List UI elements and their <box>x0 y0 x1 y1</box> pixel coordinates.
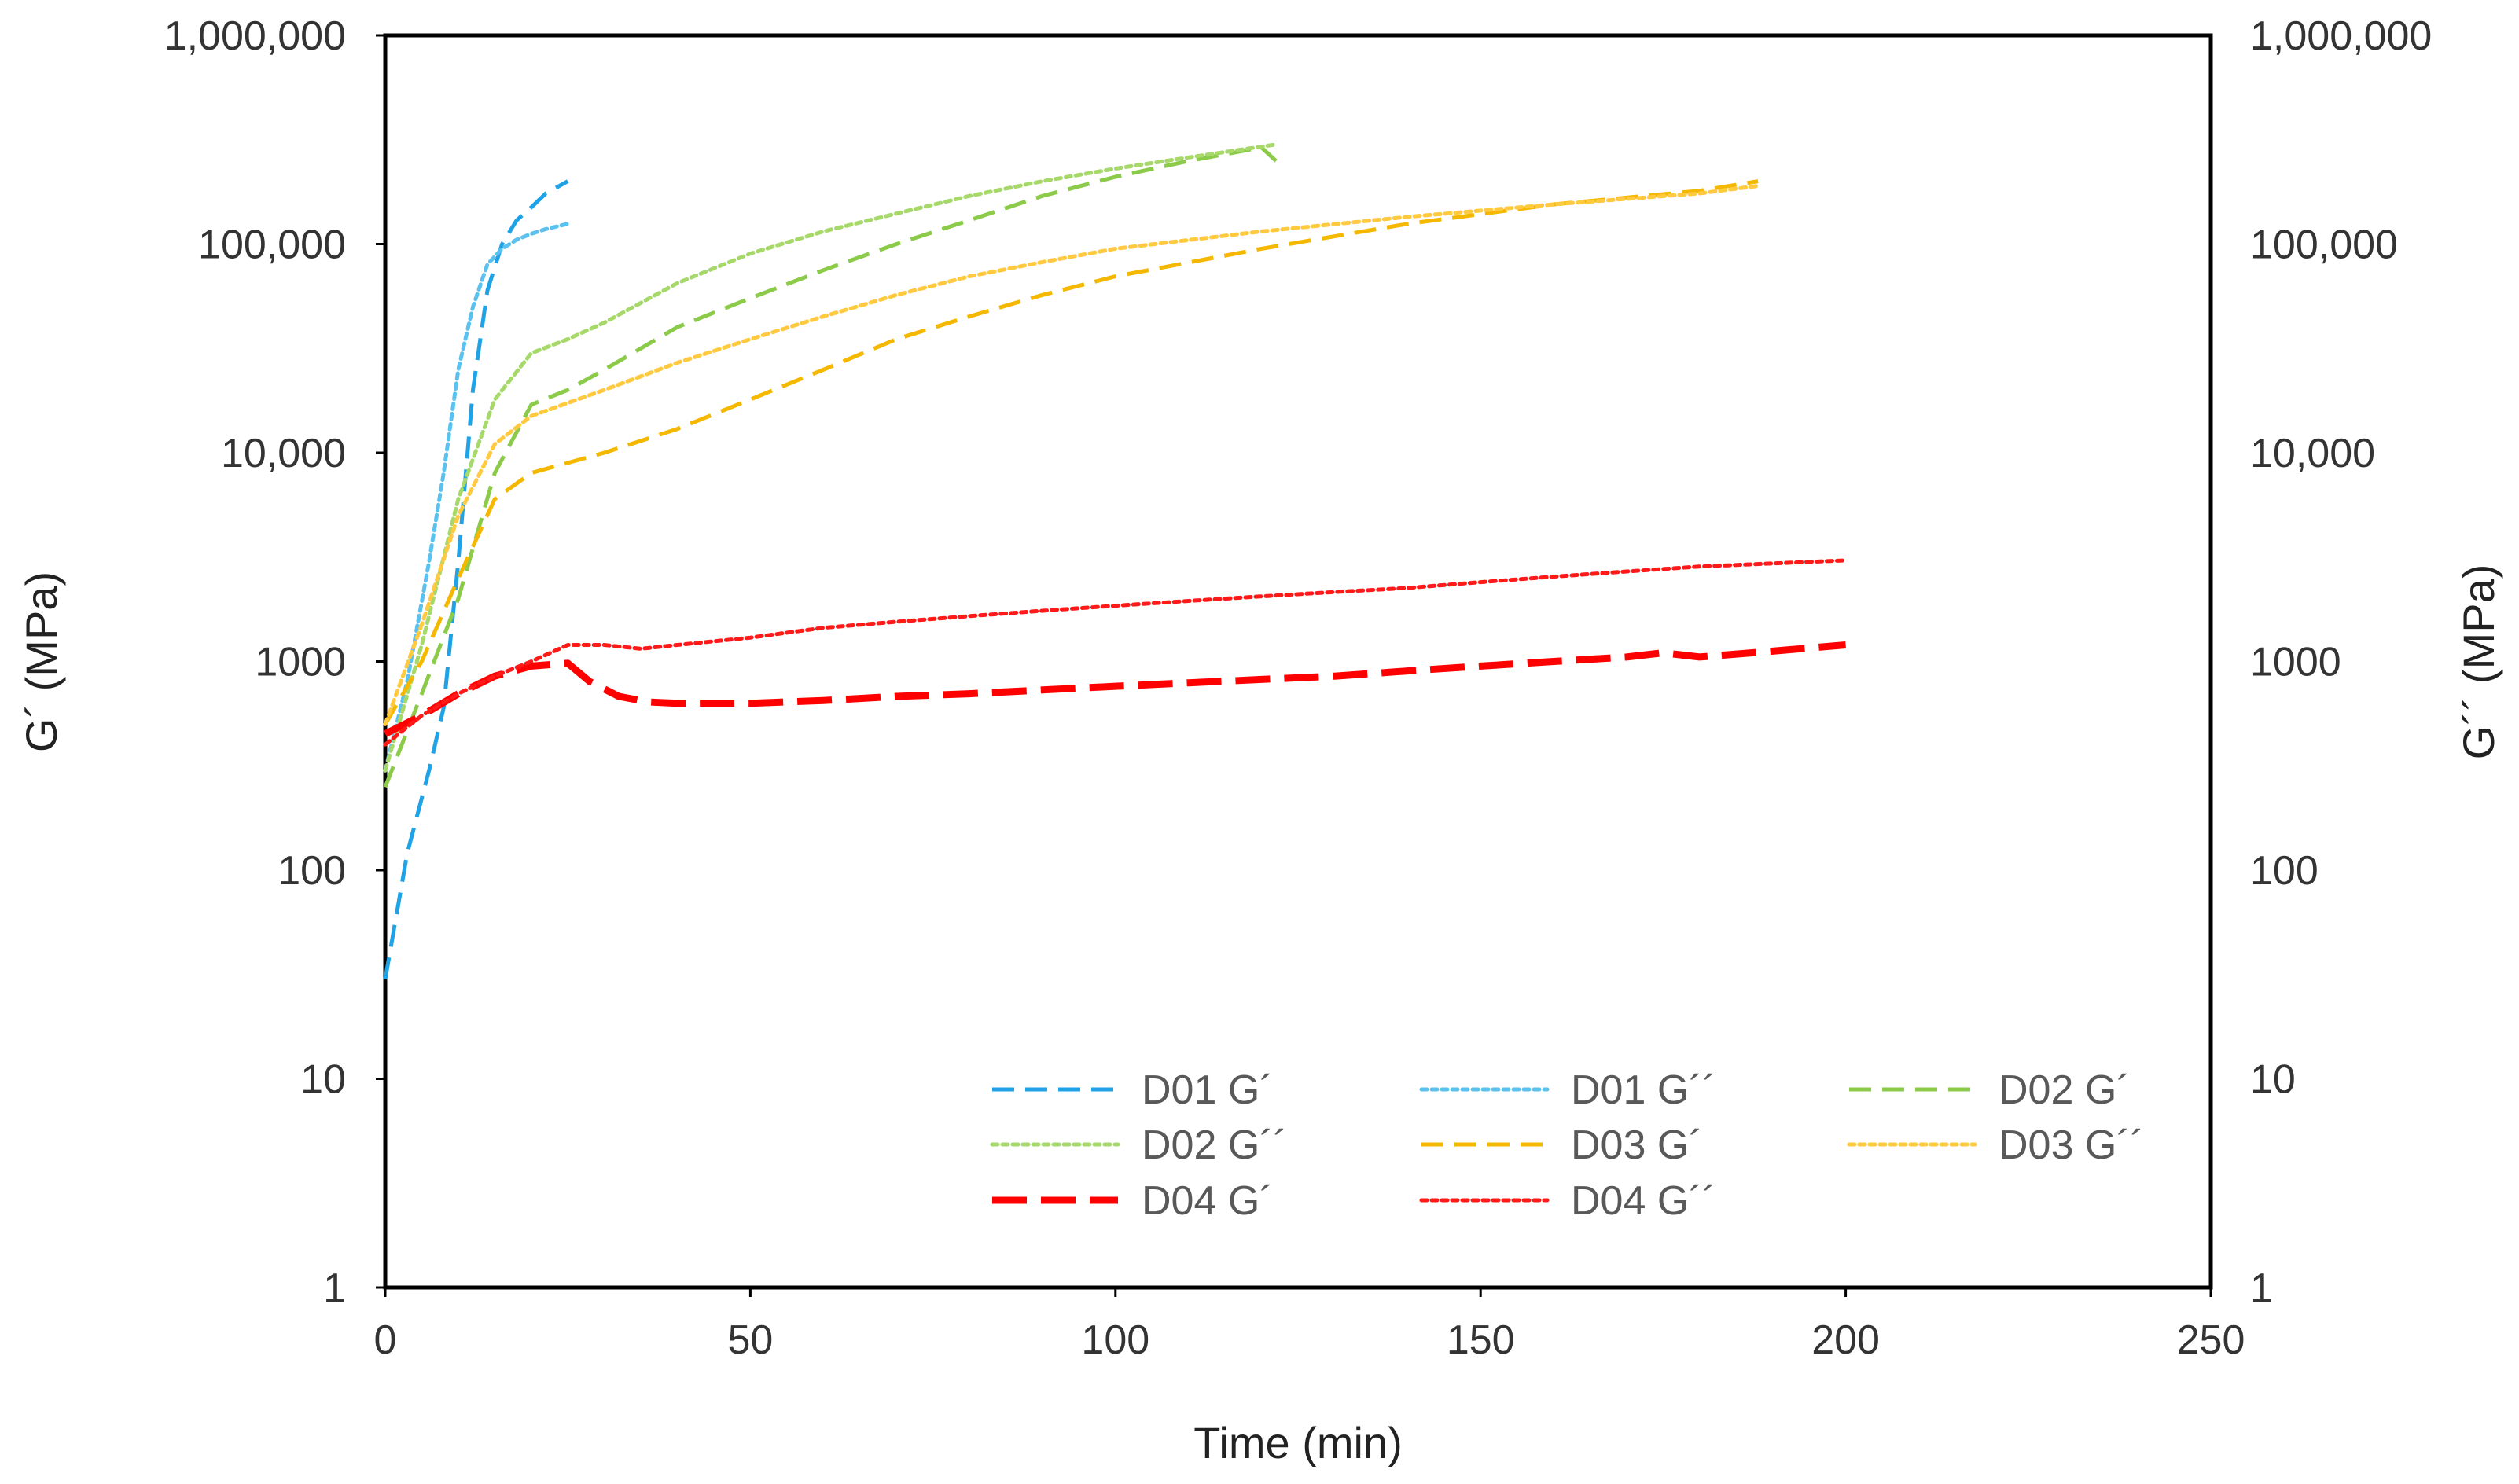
x-tick-label: 150 <box>1447 1317 1515 1363</box>
series-line-2 <box>383 145 1278 788</box>
legend-label-0: D01 G´ <box>1142 1067 1274 1113</box>
y-tick-label: 1 <box>323 1265 346 1311</box>
y-axis-title: G´ (MPa) <box>17 571 66 752</box>
y2-tick-label: 10 <box>2250 1057 2296 1103</box>
x-tick-label: 50 <box>727 1317 773 1363</box>
y2-axis-title: G´´ (MPa) <box>2454 564 2503 760</box>
y-tick-label: 1000 <box>255 640 346 685</box>
legend-label-5: D03 G´´ <box>1999 1122 2144 1168</box>
series-line-6 <box>383 641 1846 737</box>
x-axis-title: Time (min) <box>1193 1418 1402 1467</box>
y2-tick-label: 1000 <box>2250 640 2341 685</box>
y-tick-label: 10 <box>300 1057 346 1103</box>
series-line-1 <box>383 222 570 773</box>
legend-label-2: D02 G´ <box>1999 1067 2131 1113</box>
series-line-4 <box>383 179 1759 725</box>
y-axis-left: 1 10 100 1000 10,000 100,000 1,000,000 <box>164 13 385 1311</box>
legend-label-7: D04 G´´ <box>1571 1178 1716 1224</box>
series-line-5 <box>383 184 1760 726</box>
y-axis-right: 1 10 100 1000 10,000 100,000 1,000,000 <box>2250 13 2432 1311</box>
y-tick-label: 1,000,000 <box>164 13 346 59</box>
y2-tick-label: 100 <box>2250 848 2319 894</box>
y-tick-label: 100 <box>278 848 346 894</box>
x-tick-label: 100 <box>1081 1317 1149 1363</box>
y-tick-label: 100,000 <box>198 222 346 268</box>
x-tick-label: 200 <box>1811 1317 1880 1363</box>
series-layer <box>383 142 1848 980</box>
x-tick-label: 0 <box>374 1317 397 1363</box>
y2-tick-label: 100,000 <box>2250 222 2398 268</box>
legend-label-6: D04 G´ <box>1142 1178 1274 1224</box>
x-tick-label: 250 <box>2177 1317 2245 1363</box>
y2-tick-label: 10,000 <box>2250 431 2375 476</box>
y2-tick-label: 1,000,000 <box>2250 13 2432 59</box>
legend: D01 G´ D01 G´´ D02 G´ D02 G´´ D03 G´ D03 G´´ D… <box>990 1067 2144 1224</box>
plot-area <box>383 33 2213 1290</box>
series-line-0 <box>383 179 569 980</box>
series-line-3 <box>383 142 1278 773</box>
x-axis: 0 50 100 150 200 250 <box>374 1287 2245 1363</box>
legend-label-1: D01 G´´ <box>1571 1067 1716 1113</box>
legend-label-3: D02 G´´ <box>1142 1122 1287 1168</box>
y2-tick-label: 1 <box>2250 1265 2273 1311</box>
y-tick-label: 10,000 <box>221 431 346 476</box>
series-line-7 <box>383 558 1848 747</box>
legend-label-4: D03 G´ <box>1571 1122 1703 1168</box>
